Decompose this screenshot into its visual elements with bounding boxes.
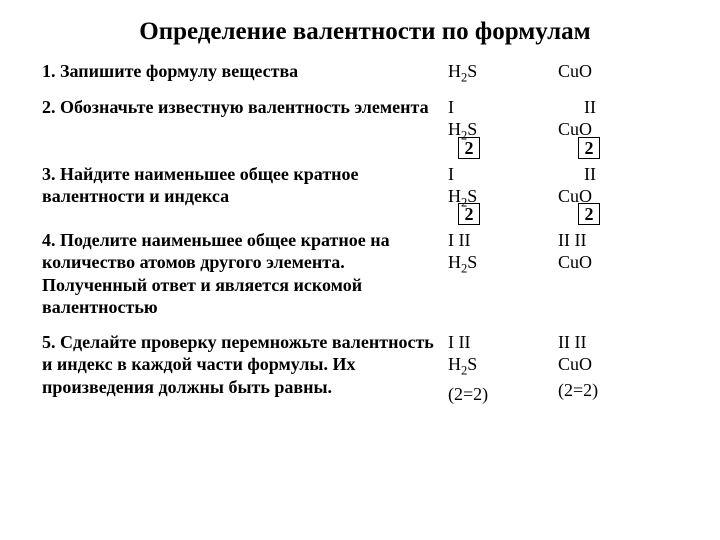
cuo-cu: Cu xyxy=(558,61,579,81)
col1-block-4: 2 I II H2S xyxy=(448,229,558,277)
cuo-o: O xyxy=(579,61,592,81)
valence-left-3: I xyxy=(448,163,558,185)
lcm-box-left-4: 2 xyxy=(458,203,480,225)
valence-right-2: II xyxy=(558,96,668,118)
h2s-s: S xyxy=(467,61,477,81)
formula-left-5: H2S xyxy=(448,353,558,379)
formula-right-2: CuO xyxy=(558,118,668,141)
step-row-1: 1. Запишите формулу вещества H2S CuO xyxy=(42,60,688,86)
page: Определение валентности по формулам 1. З… xyxy=(0,0,720,540)
valence-right-5: II II xyxy=(558,331,668,353)
formula-right-4: CuO xyxy=(558,251,668,274)
step-row-5: 5. Сделайте проверку перемножьте валентн… xyxy=(42,331,688,406)
col2-block-4: 2 II II CuO xyxy=(558,229,668,274)
check-right: (2=2) xyxy=(558,379,668,402)
formula-left-4: H2S xyxy=(448,251,558,277)
step-text-3: 3. Найдите наименьшее общее кратное вале… xyxy=(42,163,448,208)
step-row-4: 4. Поделите наименьшее общее кратное на … xyxy=(42,229,688,319)
step-text-5: 5. Сделайте проверку перемножьте валентн… xyxy=(42,331,448,399)
col1-formula-h2s: H2S xyxy=(448,60,558,86)
valence-right-4: II II xyxy=(558,229,668,251)
step-text-2: 2. Обозначьте известную валентность элем… xyxy=(42,96,448,119)
col2-formula-cuo: CuO xyxy=(558,60,668,83)
lcm-box-left: 2 xyxy=(458,137,480,159)
col2-block-2: II CuO xyxy=(558,96,668,141)
h2s-h: H xyxy=(448,61,461,81)
check-left: (2=2) xyxy=(448,383,558,406)
lcm-box-right: 2 xyxy=(578,137,600,159)
col2-block-5: II II CuO (2=2) xyxy=(558,331,668,402)
step-text-4: 4. Поделите наименьшее общее кратное на … xyxy=(42,229,448,319)
valence-left-4: I II xyxy=(448,229,558,251)
lcm-box-right-4: 2 xyxy=(578,203,600,225)
formula-right-5: CuO xyxy=(558,353,668,376)
col1-block-5: I II H2S (2=2) xyxy=(448,331,558,406)
valence-left-2: I xyxy=(448,96,558,118)
formula-right-3: CuO xyxy=(558,185,668,208)
step-text-1: 1. Запишите формулу вещества xyxy=(42,60,448,83)
page-title: Определение валентности по формулам xyxy=(42,18,688,46)
col2-block-3: 2 II CuO xyxy=(558,163,668,208)
valence-right-3: II xyxy=(558,163,668,185)
valence-left-5: I II xyxy=(448,331,558,353)
